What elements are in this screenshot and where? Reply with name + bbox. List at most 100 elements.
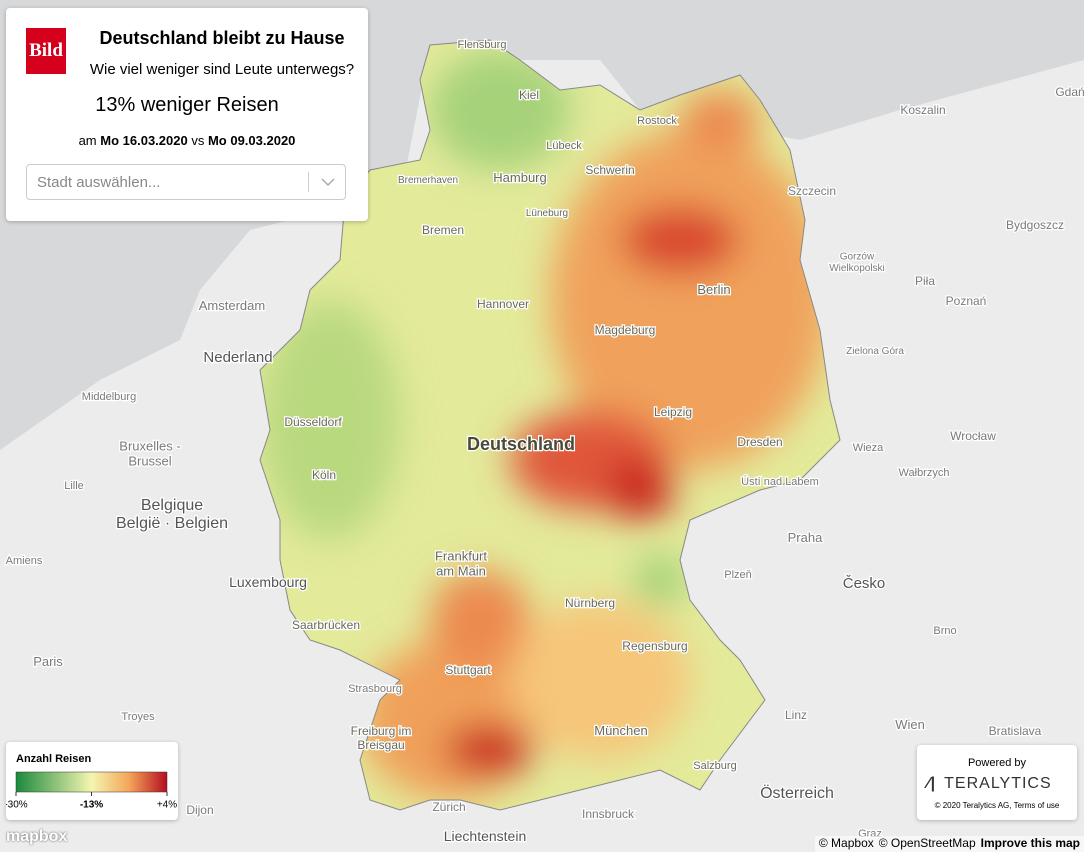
map-label-line: Lille xyxy=(64,480,84,492)
legend-title: Anzahl Reisen xyxy=(16,753,92,765)
date-current: Mo 16.03.2020 xyxy=(100,133,188,148)
attribution: © Mapbox © OpenStreetMap Improve this ma… xyxy=(814,836,1084,852)
map-label-line: Schwerin xyxy=(585,163,634,177)
map-label: Poznań xyxy=(946,294,987,308)
map-label: Amiens xyxy=(6,555,43,567)
legend-tick-label: -30% xyxy=(6,800,28,811)
logo: Bild xyxy=(26,28,66,74)
map-label-line: Plzeň xyxy=(724,569,752,581)
dropdown-arrow[interactable] xyxy=(321,176,335,188)
map-label-line: Stuttgart xyxy=(445,663,491,677)
attr-mapbox[interactable]: © Mapbox xyxy=(818,836,874,850)
map-label: München xyxy=(594,723,647,738)
map-label-line: Bremen xyxy=(422,223,464,237)
date-prefix: am xyxy=(78,133,97,148)
map-label: Wałbrzych xyxy=(899,467,950,479)
map-label-line: Troyes xyxy=(121,711,155,723)
map-label: Česko xyxy=(843,575,886,592)
map-label: Linz xyxy=(785,708,807,722)
map-label: Brno xyxy=(933,625,956,637)
map-label-line: Middelburg xyxy=(82,391,136,403)
map-label: Köln xyxy=(312,468,336,482)
legend-tick-label: -13% xyxy=(80,800,103,811)
separator xyxy=(308,172,309,192)
subtitle: Wie viel weniger sind Leute unterwegs? xyxy=(89,61,355,78)
map-label-line: Hamburg xyxy=(493,170,546,185)
legend: Anzahl Reisen -30% -13% +4% xyxy=(6,742,178,820)
city-select[interactable]: Stadt auswählen... xyxy=(26,164,346,200)
map-label-line: Düsseldorf xyxy=(284,415,342,429)
dates: am Mo 16.03.2020 vs Mo 09.03.2020 xyxy=(6,133,368,148)
map-label-line: Szczecin xyxy=(788,184,836,198)
legend-tick-label: +4% xyxy=(157,800,177,811)
brand-note[interactable]: © 2020 Teralytics AG, Terms of use xyxy=(934,801,1060,810)
map-label: Liechtenstein xyxy=(444,828,527,844)
map-label: Bremerhaven xyxy=(398,175,458,186)
map-label-line: Leipzig xyxy=(654,405,692,419)
color-ramp xyxy=(15,771,168,793)
map-label: Koszalin xyxy=(900,103,945,117)
map-label: Dresden xyxy=(737,435,782,449)
map-label: Szczecin xyxy=(788,184,836,198)
map-label-line: Paris xyxy=(33,654,63,669)
map-label: Wien xyxy=(895,717,925,732)
brand-panel: Powered by ⁄| TERALYTICS © 2020 Teralytic… xyxy=(917,745,1077,820)
map-label: Nürnberg xyxy=(565,596,615,610)
date-reference: Mo 09.03.2020 xyxy=(207,133,296,148)
map-label: Stuttgart xyxy=(445,663,491,677)
map-label: Dijon xyxy=(186,803,213,817)
map-label: Lübeck xyxy=(546,140,582,152)
map-label-line: Bydgoszcz xyxy=(1006,218,1064,232)
map-label-line: Kiel xyxy=(519,88,539,102)
map-label: Rostock xyxy=(637,115,677,127)
map-label-line: Dijon xyxy=(186,803,213,817)
map-label: Salzburg xyxy=(693,760,736,772)
map-label: Wieza xyxy=(853,442,884,454)
map-label: Ústí nad Labem xyxy=(741,475,819,488)
title: Deutschland bleibt zu Hause xyxy=(99,28,345,48)
map-label: Schwerin xyxy=(585,163,634,177)
map-label-line: Nederland xyxy=(203,349,272,366)
map-label: Zielona Góra xyxy=(846,346,904,357)
map-label-line: Gdań xyxy=(1055,85,1084,99)
map-label: Hannover xyxy=(477,297,529,311)
improve-link[interactable]: Improve this map xyxy=(980,836,1080,850)
map-label-line: Wałbrzych xyxy=(899,467,950,479)
attr-osm[interactable]: © OpenStreetMap xyxy=(878,836,976,850)
map-label: Amsterdam xyxy=(199,298,265,313)
map-label-line: Zürich xyxy=(432,800,465,814)
map-label-line: Österreich xyxy=(760,784,834,802)
map-label: Lüneburg xyxy=(526,208,568,219)
map-label-line: Köln xyxy=(312,468,336,482)
map-label-line: Hannover xyxy=(477,297,529,311)
map-label: Bratislava xyxy=(989,724,1042,738)
map-label: Kiel xyxy=(519,88,539,102)
map-label-line: Frankfurt xyxy=(435,549,487,564)
map-label-line: Dresden xyxy=(737,435,782,449)
map-label: Troyes xyxy=(121,711,155,723)
map-label: Regensburg xyxy=(622,639,687,653)
map-label-line: am Main xyxy=(436,564,486,579)
map-label: Bruxelles -Brussel xyxy=(119,439,180,469)
map-label-line: Amiens xyxy=(6,555,43,567)
map-label-line: Salzburg xyxy=(693,760,736,772)
powered-by: Powered by xyxy=(967,757,1027,769)
map-label: Innsbruck xyxy=(582,807,635,821)
map-label: Hamburg xyxy=(493,170,546,185)
map-label: Nederland xyxy=(203,349,272,366)
map-label-line: Regensburg xyxy=(622,639,687,653)
map-label: Magdeburg xyxy=(595,323,656,337)
map-label-line: België · Belgien xyxy=(116,515,228,532)
map-label-line: Lüneburg xyxy=(526,208,568,219)
map-label-line: Deutschland xyxy=(467,434,575,454)
map-label-line: Brno xyxy=(933,625,956,637)
map-label: Piła xyxy=(915,274,935,288)
legend-scale: -30% -13% +4% xyxy=(6,771,177,811)
map-label: Leipzig xyxy=(654,405,692,419)
map-label: Flensburg xyxy=(458,39,507,51)
map-label-line: Rostock xyxy=(637,115,677,127)
map-label-line: Poznań xyxy=(946,294,987,308)
mapbox-logo[interactable]: mapbox xyxy=(6,828,68,845)
